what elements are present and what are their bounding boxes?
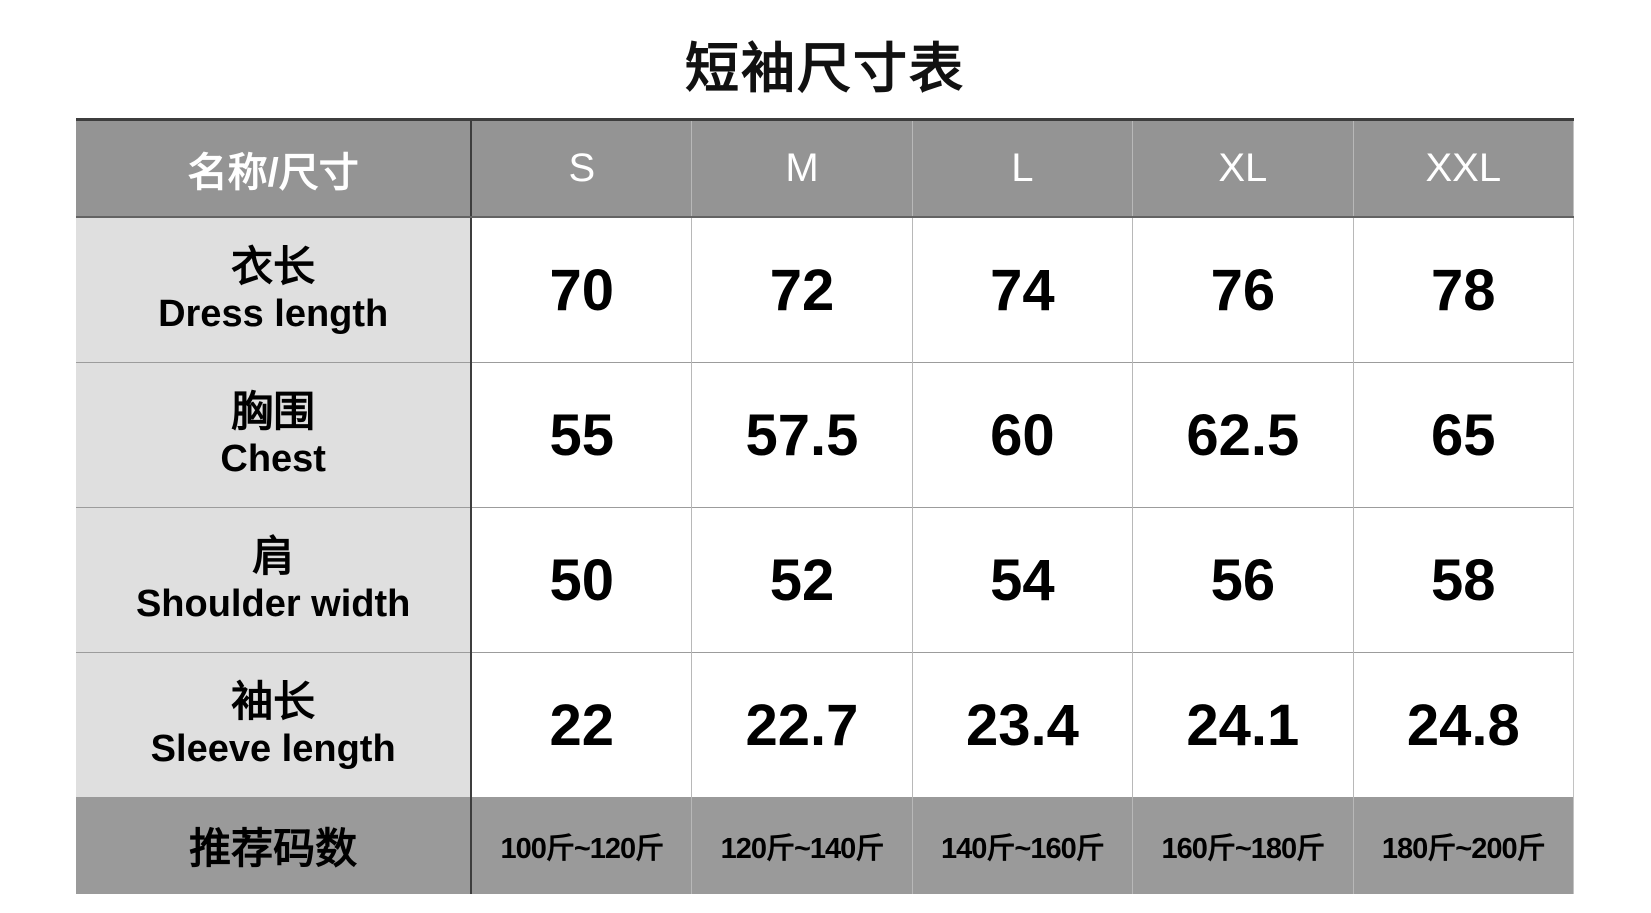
row-label-en: Dress length bbox=[158, 293, 389, 336]
header-cell-size-l: L bbox=[911, 119, 1133, 218]
table-row-dress-length: 衣长 Dress length 70 72 74 76 78 bbox=[76, 216, 1575, 363]
cell-sleeve-m: 22.7 bbox=[691, 652, 913, 797]
row-label-en: Chest bbox=[220, 438, 326, 481]
row-label-sleeve-length: 袖长 Sleeve length bbox=[76, 652, 472, 797]
footer-row-recommended-weight: 推荐码数 100斤~120斤 120斤~140斤 140斤~160斤 160斤~… bbox=[76, 797, 1575, 894]
header-cell-size-xxl: XXL bbox=[1352, 119, 1575, 218]
cell-weight-m: 120斤~140斤 bbox=[691, 797, 913, 894]
row-label-zh: 肩 bbox=[252, 533, 295, 580]
cell-shoulder-xl: 56 bbox=[1132, 507, 1354, 653]
footer-label: 推荐码数 bbox=[76, 797, 472, 894]
cell-dress-length-s: 70 bbox=[470, 216, 692, 363]
header-row: 名称/尺寸 S M L XL XXL bbox=[76, 119, 1575, 218]
cell-chest-xxl: 65 bbox=[1352, 362, 1575, 508]
cell-sleeve-s: 22 bbox=[470, 652, 692, 797]
page-title: 短袖尺寸表 bbox=[685, 39, 965, 99]
cell-sleeve-xl: 24.1 bbox=[1132, 652, 1354, 797]
cell-chest-s: 55 bbox=[470, 362, 692, 508]
header-cell-name-size: 名称/尺寸 bbox=[76, 119, 472, 218]
row-label-zh: 胸围 bbox=[231, 388, 316, 435]
size-table: 名称/尺寸 S M L XL XXL 衣长 Dress length 70 72… bbox=[76, 118, 1575, 894]
cell-chest-l: 60 bbox=[911, 362, 1133, 508]
cell-dress-length-l: 74 bbox=[911, 216, 1133, 363]
cell-weight-s: 100斤~120斤 bbox=[470, 797, 692, 894]
row-label-en: Shoulder width bbox=[135, 583, 411, 626]
row-label-zh: 袖长 bbox=[231, 678, 316, 725]
cell-sleeve-xxl: 24.8 bbox=[1352, 652, 1575, 797]
cell-weight-xxl: 180斤~200斤 bbox=[1352, 797, 1575, 894]
table-row-chest: 胸围 Chest 55 57.5 60 62.5 65 bbox=[76, 362, 1575, 508]
cell-shoulder-l: 54 bbox=[911, 507, 1133, 653]
row-label-en: Sleeve length bbox=[150, 728, 396, 771]
table-row-shoulder-width: 肩 Shoulder width 50 52 54 56 58 bbox=[76, 507, 1575, 653]
header-cell-size-s: S bbox=[470, 119, 692, 218]
cell-shoulder-m: 52 bbox=[691, 507, 913, 653]
header-cell-size-xl: XL bbox=[1132, 119, 1354, 218]
row-label-zh: 衣长 bbox=[231, 243, 316, 290]
cell-dress-length-xxl: 78 bbox=[1352, 216, 1575, 363]
row-label-dress-length: 衣长 Dress length bbox=[76, 216, 472, 363]
row-label-shoulder-width: 肩 Shoulder width bbox=[76, 507, 472, 653]
cell-dress-length-xl: 76 bbox=[1132, 216, 1354, 363]
cell-weight-l: 140斤~160斤 bbox=[911, 797, 1133, 894]
row-label-chest: 胸围 Chest bbox=[76, 362, 472, 508]
header-cell-size-m: M bbox=[691, 119, 913, 218]
cell-shoulder-xxl: 58 bbox=[1352, 507, 1575, 653]
cell-sleeve-l: 23.4 bbox=[911, 652, 1133, 797]
table-row-sleeve-length: 袖长 Sleeve length 22 22.7 23.4 24.1 24.8 bbox=[76, 652, 1575, 797]
cell-chest-m: 57.5 bbox=[691, 362, 913, 508]
cell-weight-xl: 160斤~180斤 bbox=[1132, 797, 1354, 894]
cell-shoulder-s: 50 bbox=[470, 507, 692, 653]
cell-dress-length-m: 72 bbox=[691, 216, 913, 363]
cell-chest-xl: 62.5 bbox=[1132, 362, 1354, 508]
